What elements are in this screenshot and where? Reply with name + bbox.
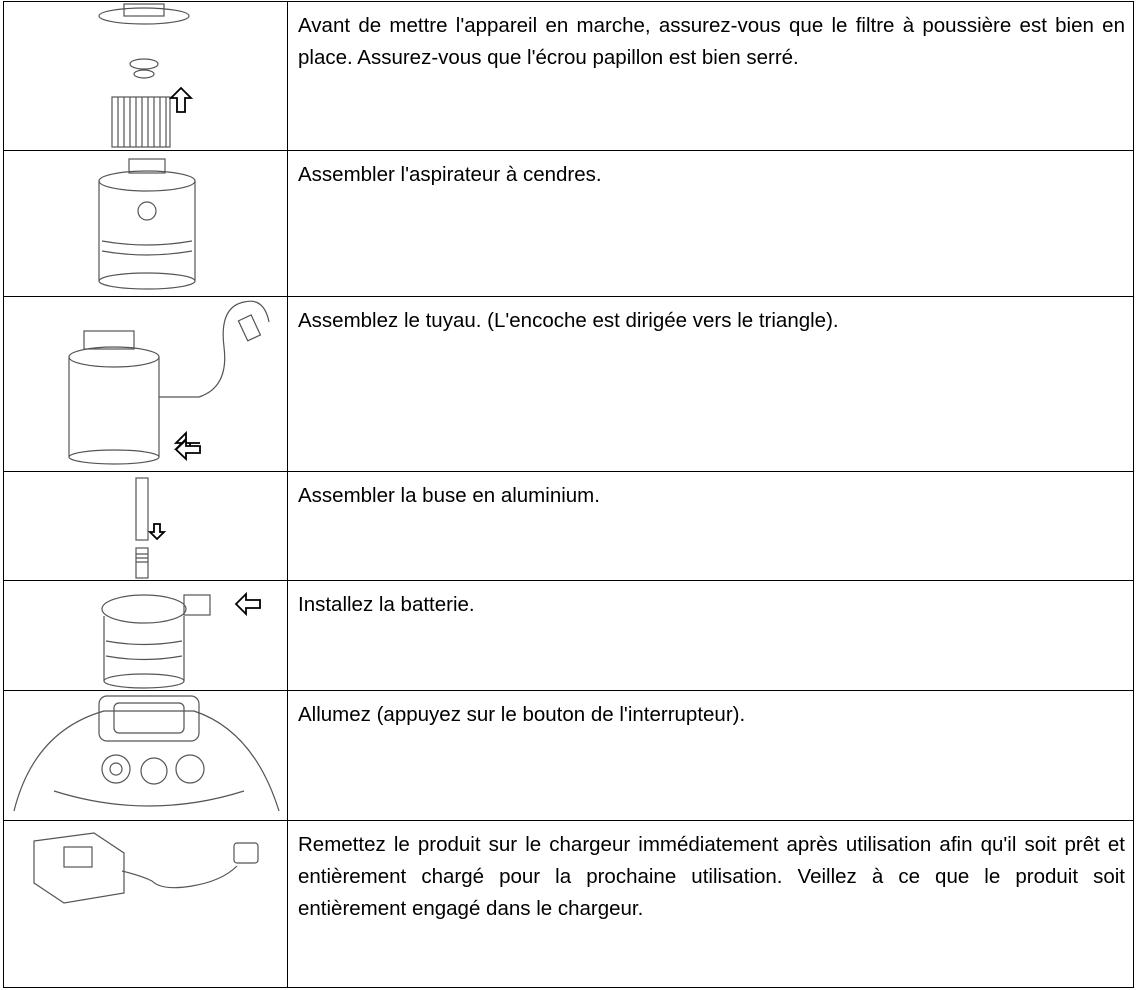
- image-cell: [3, 150, 288, 297]
- row: Assemblez le tuyau. (L'encoche est dirig…: [3, 296, 1134, 472]
- row: Assembler la buse en aluminium.: [3, 471, 1134, 581]
- row: Installez la batterie.: [3, 580, 1134, 691]
- filter-drawing: [98, 3, 194, 148]
- image-cell: [3, 580, 288, 691]
- row: Remettez le produit sur le chargeur immé…: [3, 820, 1134, 988]
- charger-drawing: [33, 832, 259, 904]
- image-cell: [3, 471, 288, 581]
- hose-drawing: [68, 300, 270, 465]
- vacuum-drawing: [98, 158, 196, 290]
- row: Avant de mettre l'appareil en marche, as…: [3, 1, 1134, 151]
- instruction-text: Remettez le produit sur le chargeur immé…: [287, 820, 1134, 988]
- nozzle-drawing: [135, 477, 167, 579]
- image-cell: [3, 820, 288, 988]
- instruction-table: Avant de mettre l'appareil en marche, as…: [3, 1, 1134, 988]
- instruction-text: Assemblez le tuyau. (L'encoche est dirig…: [287, 296, 1134, 472]
- instruction-text: Installez la batterie.: [287, 580, 1134, 691]
- row: Assembler l'aspirateur à cendres.: [3, 150, 1134, 297]
- row: Allumez (appuyez sur le bouton de l'inte…: [3, 690, 1134, 821]
- instruction-text: Assembler l'aspirateur à cendres.: [287, 150, 1134, 297]
- instruction-text: Allumez (appuyez sur le bouton de l'inte…: [287, 690, 1134, 821]
- image-cell: [3, 1, 288, 151]
- switch-drawing: [13, 695, 280, 812]
- instruction-text: Avant de mettre l'appareil en marche, as…: [287, 1, 1134, 151]
- image-cell: [3, 296, 288, 472]
- instruction-text: Assembler la buse en aluminium.: [287, 471, 1134, 581]
- image-cell: [3, 690, 288, 821]
- battery-install-drawing: [101, 591, 261, 689]
